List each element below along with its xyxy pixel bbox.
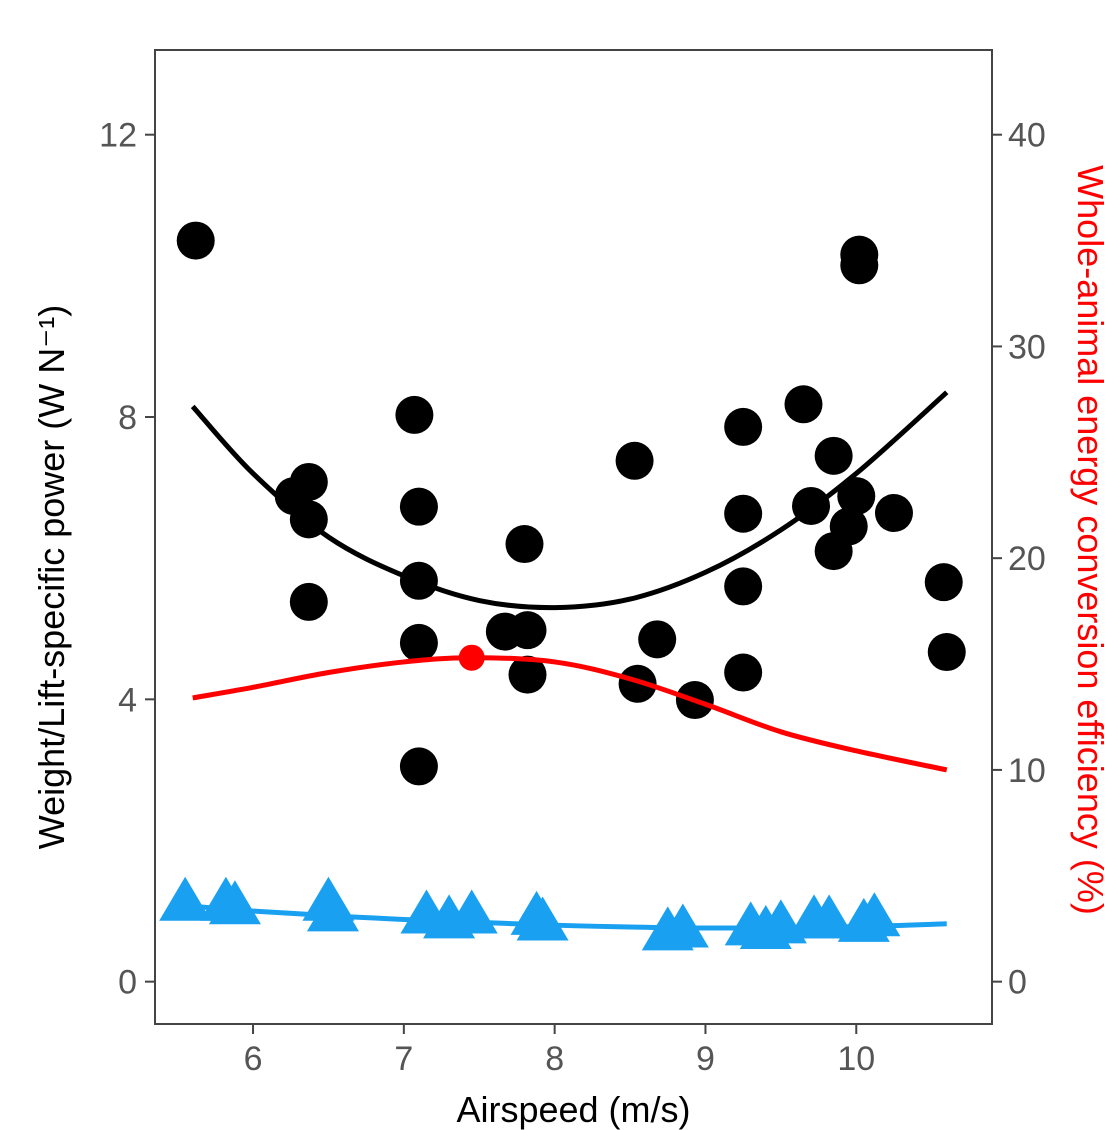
data-point-circle [399, 487, 438, 526]
y-axis-left-title: Weight/Lift-specific power (W N⁻¹) [31, 305, 72, 849]
data-point-circle [784, 385, 823, 424]
x-tick-label: 9 [696, 1040, 715, 1078]
data-point-circle [724, 407, 763, 446]
chart-marks [159, 221, 966, 951]
data-point-circle [837, 477, 876, 516]
data-point-circle [724, 567, 763, 606]
efficiency-peak-point [458, 644, 485, 671]
data-point-triangle [848, 892, 901, 937]
y-right-tick-label: 30 [1008, 328, 1046, 366]
data-point-circle [508, 611, 547, 650]
x-tick-label: 10 [837, 1040, 875, 1078]
y-axis-right-title: Whole-animal energy conversion efficienc… [1070, 165, 1108, 915]
x-tick-label: 8 [545, 1040, 564, 1078]
data-point-circle [924, 563, 963, 602]
y-left-tick-label: 8 [118, 399, 137, 437]
data-point-circle [927, 633, 966, 672]
data-point-circle [399, 747, 438, 786]
data-point-circle [829, 507, 868, 546]
y-right-tick-label: 40 [1008, 117, 1046, 155]
y-right-tick-label: 20 [1008, 540, 1046, 578]
x-axis-title: Airspeed (m/s) [456, 1089, 690, 1130]
data-point-triangle [803, 894, 856, 939]
data-point-triangle [516, 896, 569, 941]
efficiency-curve [192, 655, 948, 773]
y-left-tick-label: 12 [99, 117, 137, 155]
data-point-circle [395, 395, 434, 434]
data-point-circle [874, 494, 913, 533]
data-point-triangle [445, 889, 498, 934]
data-point-circle [840, 246, 879, 285]
plot-frame [154, 49, 993, 1025]
x-tick-label: 7 [394, 1040, 413, 1078]
data-point-circle [399, 623, 438, 662]
data-point-circle [505, 525, 544, 564]
data-point-circle [618, 664, 657, 703]
data-point-triangle [159, 876, 212, 921]
data-point-circle [724, 494, 763, 533]
y-right-tick-label: 0 [1008, 964, 1027, 1002]
x-tick-label: 6 [244, 1040, 263, 1078]
data-point-circle [724, 653, 763, 692]
y-right-tick-label: 10 [1008, 752, 1046, 790]
data-point-circle [615, 441, 654, 480]
data-point-triangle [656, 903, 709, 948]
data-point-triangle [306, 887, 359, 932]
data-point-circle [289, 462, 328, 501]
fit-line-black [190, 390, 949, 611]
y-left-tick-label: 0 [118, 964, 137, 1002]
data-point-circle [814, 436, 853, 475]
data-point-circle [508, 655, 547, 694]
data-point-circle [638, 620, 677, 659]
data-point-circle [176, 221, 215, 260]
chart-axes: 6 7 8 9 10 0 4 8 12 0 10 20 30 40 [99, 117, 1046, 1078]
data-point-triangle [208, 880, 261, 925]
y-left-tick-label: 4 [118, 681, 137, 719]
data-point-circle [289, 582, 328, 621]
